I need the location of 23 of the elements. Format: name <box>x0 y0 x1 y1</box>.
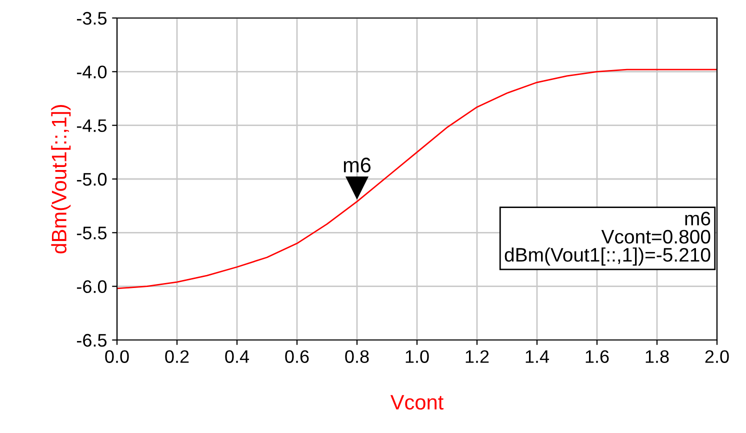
line-series <box>117 68 717 290</box>
x-tick-label: 2.0 <box>705 350 729 363</box>
y-tick-label: -4.0 <box>76 66 107 78</box>
x-tick-label: 1.6 <box>586 350 609 363</box>
y-tick-label: -3.5 <box>76 12 107 25</box>
y-tick-label: -6.0 <box>76 280 107 294</box>
y-tick-label: -4.5 <box>76 119 107 132</box>
annotation: m6 <box>344 158 371 172</box>
y-tick-label: -5.0 <box>76 172 107 186</box>
x-tick-label: 1.2 <box>466 350 489 363</box>
x-tick-label: 0.8 <box>345 350 369 363</box>
y-tick-label: -5.5 <box>76 226 107 240</box>
x-tick-label: 0.4 <box>225 350 250 363</box>
x-tick-label: 0.2 <box>165 350 189 363</box>
x-tick-label: 1.4 <box>526 350 550 363</box>
x-axis-title: Vcont <box>390 395 444 410</box>
x-tick-label: 0.6 <box>285 350 309 363</box>
y-axis-title: dBm(Vout1[::,1]) <box>51 105 71 254</box>
y-tick-label: -6.5 <box>76 334 107 347</box>
annotation: m6 Vcont=0.800 dBm(Vout1[::,1])=-5.210 <box>504 212 710 266</box>
x-tick-label: 1.0 <box>406 350 429 363</box>
x-tick-label: 1.8 <box>646 350 669 363</box>
x-tick-label: 0.0 <box>105 350 129 363</box>
